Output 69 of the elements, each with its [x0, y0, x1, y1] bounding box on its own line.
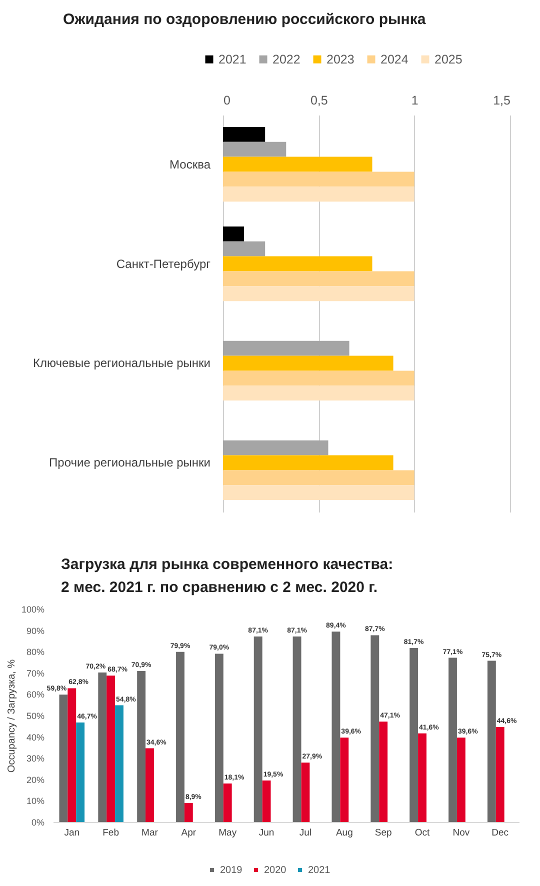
bar: [59, 694, 68, 822]
legend-label: 2022: [272, 52, 300, 66]
bar: [68, 688, 76, 822]
legend-label: 2021: [308, 865, 331, 876]
x-tick-label: Feb: [102, 828, 119, 838]
y-axis-title: Occupancy / Загрузка, %: [6, 659, 18, 773]
x-tick-label: 0,5: [310, 94, 328, 108]
x-tick-label: Dec: [492, 828, 509, 838]
x-tick-label: Mar: [142, 828, 158, 838]
x-tick-label: Nov: [452, 828, 470, 838]
y-tick-label: 40%: [26, 732, 44, 742]
y-tick-label: Москва: [170, 157, 211, 172]
bar: [456, 738, 466, 822]
bar: [370, 635, 380, 822]
bar: [115, 705, 124, 822]
bar: [98, 672, 107, 822]
y-tick-label: 30%: [26, 754, 44, 764]
chart-title: Ожидания по оздоровлению российского рынка: [63, 11, 426, 28]
bar: [418, 733, 426, 822]
y-tick-label: 10%: [26, 796, 44, 806]
x-tick-label: Jan: [64, 828, 80, 838]
y-tick-label: 100%: [21, 604, 44, 614]
bar: [340, 738, 349, 822]
legend-label: 2020: [264, 865, 287, 876]
y-tick-label: 70%: [26, 668, 44, 678]
bar: [214, 654, 224, 822]
x-tick-label: Apr: [181, 828, 196, 838]
legend-label: 2019: [220, 865, 243, 876]
x-tick-label: Sep: [374, 828, 392, 838]
bar: [292, 636, 302, 822]
bar: [137, 670, 146, 822]
bar: [410, 648, 418, 822]
y-tick-label: Санкт-Петербург: [116, 256, 212, 271]
bar: [184, 803, 193, 822]
bar: [176, 652, 184, 822]
x-tick-label: May: [218, 828, 237, 838]
y-tick-label: Прочие региональные рынки: [49, 456, 210, 470]
legend-label: 2025: [434, 52, 462, 66]
x-tick-label: 0: [224, 94, 230, 108]
bar: [76, 722, 85, 822]
y-tick-label: 60%: [26, 690, 44, 700]
legend-label: 2021: [218, 52, 246, 66]
y-tick-label: Ключевые региональные рынки: [33, 356, 210, 370]
bar: [487, 660, 496, 822]
y-tick-label: 0%: [31, 818, 44, 828]
legend-label: 2024: [380, 52, 408, 66]
bar: [332, 632, 340, 822]
x-tick-label: 1,5: [493, 94, 511, 108]
y-tick-label: 80%: [26, 647, 44, 658]
bar: [146, 748, 154, 822]
bar: [301, 762, 310, 822]
chart-subtitle: 2 мес. 2021 г. по сравнению с 2 мес. 2020 г.: [61, 579, 378, 596]
bar: [254, 636, 262, 822]
bar: [379, 722, 388, 822]
y-tick-label: 20%: [26, 774, 44, 785]
bar: [106, 676, 116, 822]
bar: [223, 783, 232, 822]
bar: [448, 658, 457, 822]
y-tick-label: 50%: [26, 711, 44, 721]
x-tick-label: Oct: [414, 828, 430, 838]
x-tick-label: Jul: [299, 828, 312, 838]
bar: [262, 780, 271, 822]
x-tick-label: 1: [411, 94, 418, 108]
legend-label: 2023: [326, 52, 354, 66]
x-tick-label: Jun: [258, 828, 274, 838]
y-tick-label: 90%: [26, 626, 44, 636]
bar: [496, 727, 504, 822]
chart-title: Загрузка для рынка современного качества:: [61, 556, 394, 573]
x-tick-label: Aug: [336, 828, 353, 838]
